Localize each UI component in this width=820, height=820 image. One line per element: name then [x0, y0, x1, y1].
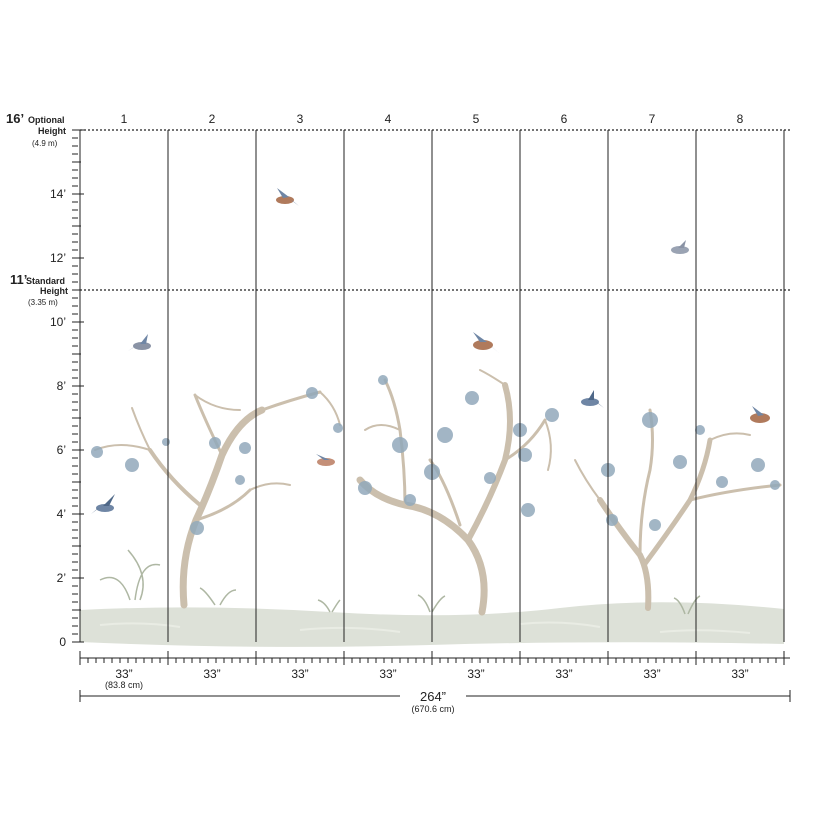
panel-width-label: 33” [115, 667, 132, 681]
standard-height-word2: Height [40, 286, 68, 296]
total-width-metric: (670.6 cm) [411, 704, 454, 714]
panel-number: 8 [737, 112, 744, 126]
optional-height-metric: (4.9 m) [32, 139, 58, 148]
birds [91, 188, 770, 514]
tree-left [94, 390, 341, 609]
optional-height-value: 16’ [6, 111, 24, 126]
standard-height-callout: 11’ Standard Height (3.35 m) [10, 272, 68, 307]
height-scale-label: 4’ [57, 507, 66, 521]
height-scale-label: 6’ [57, 443, 66, 457]
panel-width-label: 33” [379, 667, 396, 681]
panel-width-label: 33” [643, 667, 660, 681]
standard-height-word1: Standard [26, 276, 65, 286]
panel-numbers: 1 2 3 4 5 6 7 8 [121, 112, 744, 126]
height-scale-label: 8’ [57, 379, 66, 393]
height-scale: 0 2’ 4’ 6’ 8’ 10’ 12’ 14’ [50, 129, 84, 649]
panel-width-label: 33” [731, 667, 748, 681]
panel-number: 1 [121, 112, 128, 126]
height-scale-label: 10’ [50, 315, 66, 329]
panel-number: 7 [649, 112, 656, 126]
standard-height-metric: (3.35 m) [28, 298, 58, 307]
panel-width-metric: (83.8 cm) [105, 680, 143, 690]
panel-width-labels: 33” 33” 33” 33” 33” 33” 33” 33” [115, 667, 748, 681]
standard-height-value: 11’ [10, 272, 27, 287]
panel-number: 4 [385, 112, 392, 126]
panel-number: 6 [561, 112, 568, 126]
panel-width-label: 33” [291, 667, 308, 681]
height-scale-label: 12’ [50, 251, 66, 265]
optional-height-word1: Optional [28, 115, 65, 125]
panel-width-label: 33” [203, 667, 220, 681]
total-width-label: 264” [420, 689, 446, 704]
tree-center [356, 369, 552, 616]
width-ruler [79, 651, 790, 665]
height-scale-label: 14’ [50, 187, 66, 201]
optional-height-word2: Height [38, 126, 66, 136]
height-scale-label: 0 [59, 635, 66, 649]
panel-width-label: 33” [555, 667, 572, 681]
tree-right [574, 408, 782, 611]
panel-width-label: 33” [467, 667, 484, 681]
panel-number: 3 [297, 112, 304, 126]
total-width-dimension: 264” (670.6 cm) [79, 689, 791, 714]
panel-number: 5 [473, 112, 480, 126]
panel-dividers [167, 130, 785, 642]
optional-height-callout: 16’ Optional Height (4.9 m) [6, 111, 66, 148]
panel-number: 2 [209, 112, 216, 126]
height-scale-label: 2’ [57, 571, 66, 585]
